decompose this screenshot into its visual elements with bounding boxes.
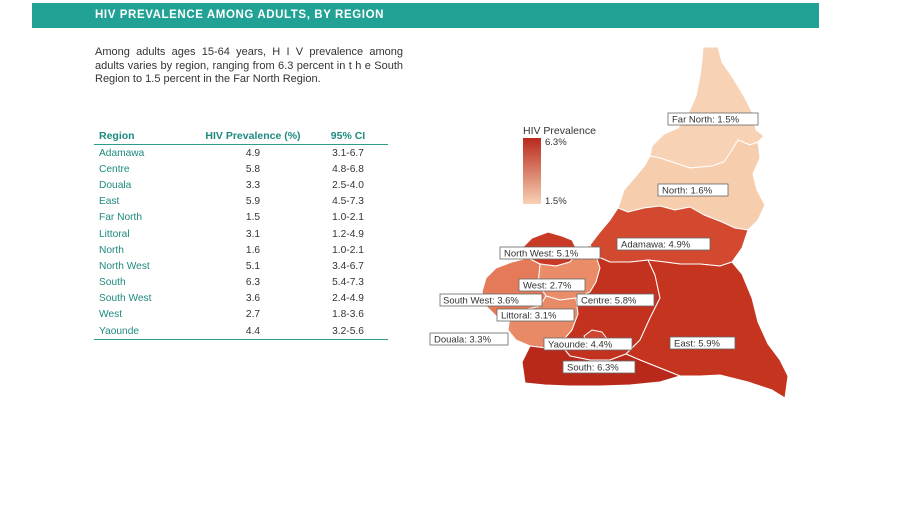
label-south-west-text: South West: 3.6% [443,296,519,307]
row-region: South West [99,293,152,305]
legend-title: HIV Prevalence [523,125,596,137]
label-north-text: North: 1.6% [662,186,713,197]
legend-max-label: 6.3% [545,137,567,148]
row-region: Littoral [99,228,130,240]
label-centre-text: Centre: 5.8% [581,296,637,307]
label-south-west: South West: 3.6% [439,293,543,307]
row-prevalence: 3.3 [245,179,261,191]
row-region: Far North [99,212,143,224]
label-centre: Centre: 5.8% [576,293,655,307]
label-douala-text: Douala: 3.3% [434,335,492,346]
table-row: South 6.3 5.4-7.3 [94,275,388,291]
row-ci: 1.0-2.1 [332,212,364,224]
label-littoral: Littoral: 3.1% [496,308,575,322]
table-row: West 2.7 1.8-3.6 [94,307,388,323]
row-region: North [99,244,124,256]
row-ci: 3.4-6.7 [332,260,364,272]
row-prevalence: 4.4 [198,323,308,341]
row-region: West [99,309,123,321]
row-region: Centre [99,163,130,175]
label-far-north-text: Far North: 1.5% [672,115,740,126]
row-ci: 1.2-4.9 [332,228,364,240]
table-row: East 5.9 4.5-7.3 [94,194,388,210]
table-row: Adamawa 4.9 3.1-6.7 [94,145,388,162]
row-region: Yaounde [94,323,198,341]
table-row: Douala 3.3 2.5-4.0 [94,177,388,193]
page-title: HIV PREVALENCE AMONG ADULTS, BY REGION [95,9,385,21]
row-ci: 3.1-6.7 [332,147,364,159]
row-ci: 1.8-3.6 [332,309,364,321]
region-east [625,259,789,399]
row-ci: 4.5-7.3 [332,196,364,208]
label-west-text: West: 2.7% [523,281,572,292]
row-prevalence: 2.7 [245,309,261,321]
header-bar: HIV PREVALENCE AMONG ADULTS, BY REGION [32,3,819,28]
row-region: Douala [99,179,132,191]
label-adamawa-text: Adamawa: 4.9% [621,240,691,251]
row-prevalence: 5.8 [245,163,261,175]
map-legend: HIV Prevalence 6.3% 1.5% [523,125,596,207]
row-region: East [99,196,120,208]
label-east: East: 5.9% [669,336,736,350]
table-row: North West 5.1 3.4-6.7 [94,258,388,274]
table-header-row: Region HIV Prevalence (%) 95% CI [94,116,388,145]
table-row: North 1.6 1.0-2.1 [94,242,388,258]
row-ci: 1.0-2.1 [332,244,364,256]
label-far-north: Far North: 1.5% [667,112,759,126]
legend-gradient-bar [523,138,541,204]
legend-min-label: 1.5% [545,196,567,207]
row-region: Adamawa [99,147,145,159]
intro-text: Among adults ages 15-64 years, H I V pre… [95,46,403,85]
label-yaounde: Yaounde: 4.4% [543,337,633,351]
row-ci: 4.8-6.8 [332,163,364,175]
table-row: South West 3.6 2.4-4.9 [94,291,388,307]
prevalence-table: Region HIV Prevalence (%) 95% CI Adamawa… [94,116,388,341]
row-region: North West [99,260,150,272]
row-prevalence: 1.5 [245,212,261,224]
row-prevalence: 1.6 [245,244,261,256]
header-ci: 95% CI [308,116,388,145]
label-north-west: North West: 5.1% [499,246,601,260]
label-north-west-text: North West: 5.1% [504,249,579,260]
row-ci: 2.5-4.0 [332,179,364,191]
header-region: Region [94,116,198,145]
table-row: Centre 5.8 4.8-6.8 [94,161,388,177]
row-region: South [99,277,126,289]
row-prevalence: 3.1 [245,228,261,240]
label-west: West: 2.7% [518,278,586,292]
row-prevalence: 6.3 [245,277,261,289]
row-ci: 5.4-7.3 [332,277,364,289]
row-prevalence: 5.9 [245,196,261,208]
header-prevalence: HIV Prevalence (%) [198,116,308,145]
table-row: Far North 1.5 1.0-2.1 [94,210,388,226]
row-prevalence: 5.1 [245,260,261,272]
row-ci: 2.4-4.9 [332,293,364,305]
label-south: South: 6.3% [562,360,636,374]
label-north: North: 1.6% [657,183,729,197]
label-south-text: South: 6.3% [567,363,619,374]
row-prevalence: 3.6 [245,293,261,305]
label-littoral-text: Littoral: 3.1% [501,311,557,322]
row-ci: 3.2-5.6 [308,323,388,341]
table-row: Littoral 3.1 1.2-4.9 [94,226,388,242]
label-douala: Douala: 3.3% [429,332,509,346]
label-east-text: East: 5.9% [674,339,720,350]
region-map: HIV Prevalence 6.3% 1.5% Far North: 1.5%… [429,46,789,399]
table-row: Yaounde 4.4 3.2-5.6 [94,323,388,341]
label-yaounde-text: Yaounde: 4.4% [548,340,613,351]
row-prevalence: 4.9 [245,147,261,159]
label-adamawa: Adamawa: 4.9% [616,237,711,251]
